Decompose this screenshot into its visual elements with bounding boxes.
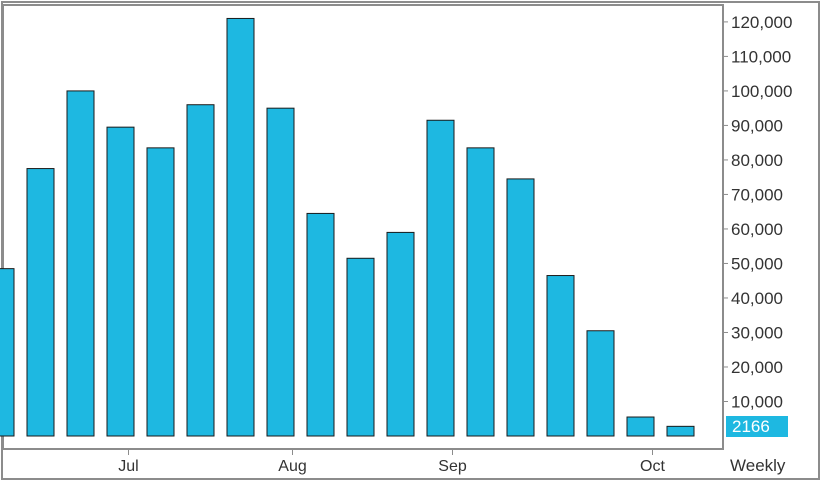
bar-14 [546,275,575,437]
bar-6 [226,17,255,437]
bar-13 [506,178,535,437]
y-tick-label-5: 60,000 [731,220,783,239]
y-tick-label-3: 40,000 [731,289,783,308]
y-tick-label-11: 120,000 [731,13,792,32]
x-tick-label-2: Sep [438,458,467,475]
bar-17 [666,425,695,437]
bar-5 [186,104,215,437]
last-value-badge [726,416,788,437]
bar-8 [306,212,335,437]
bar-11 [426,119,455,437]
bars-layer [0,17,695,437]
bar-12 [466,147,495,437]
bar-4 [146,147,175,437]
y-tick-label-6: 70,000 [731,185,783,204]
y-tick-label-7: 80,000 [731,151,783,170]
y-axis: 10,000 20,000 30,000 40,000 50,000 60,000 70,0… [723,13,792,411]
bar-1 [26,168,55,437]
x-tick-label-3: Oct [640,458,665,475]
y-tick-label-4: 50,000 [731,254,783,273]
bar-16 [626,416,655,437]
y-tick-label-0: 10,000 [731,392,783,411]
y-tick-label-2: 30,000 [731,323,783,342]
bar-10 [386,231,415,437]
last-value-label: 2166 [732,417,770,436]
bar-3 [106,126,135,437]
y-tick-label-9: 100,000 [731,82,792,101]
period-label: Weekly [730,456,786,475]
x-tick-label-1: Aug [278,458,306,475]
x-axis: Jul Aug Sep Oct [118,449,666,475]
y-tick-label-10: 110,000 [731,47,791,66]
x-tick-label-0: Jul [118,458,138,475]
bar-7 [266,107,295,437]
y-tick-label-8: 90,000 [731,116,783,135]
bar-0 [0,268,15,437]
bar-9 [346,257,375,437]
bar-2 [66,90,95,437]
y-tick-label-1: 20,000 [731,358,783,377]
bar-15 [586,330,615,437]
